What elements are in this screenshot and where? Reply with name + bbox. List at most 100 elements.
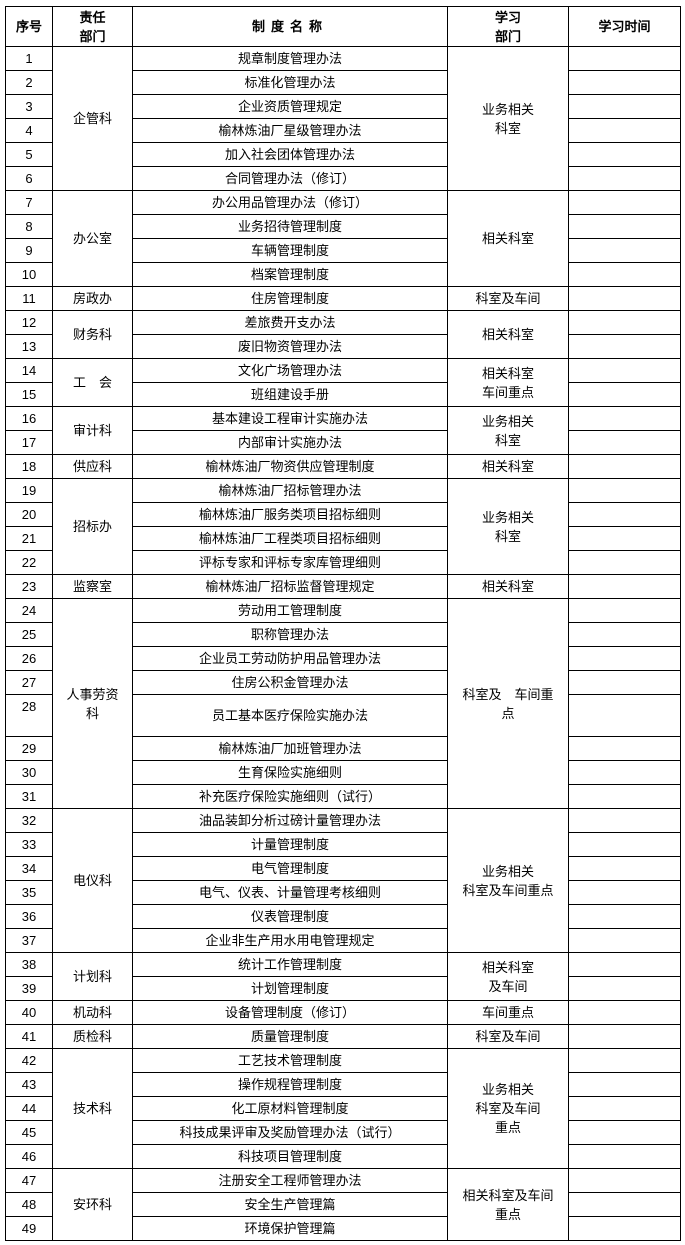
study-time-cell[interactable]: [568, 46, 681, 71]
study-time-cell[interactable]: [568, 454, 681, 479]
study-time-cell[interactable]: [568, 622, 681, 647]
table-row: 37 企业非生产用水用电管理规定: [5, 928, 681, 953]
study-time-cell[interactable]: [568, 1192, 681, 1217]
regulation-name: 差旅费开支办法: [132, 310, 448, 335]
study-time-cell[interactable]: [568, 904, 681, 929]
study-time-cell[interactable]: [568, 832, 681, 857]
study-time-cell[interactable]: [568, 1024, 681, 1049]
table-row: 39 计划管理制度: [5, 976, 681, 1001]
table-row: 43 操作规程管理制度: [5, 1072, 681, 1097]
regulation-name: 榆林炼油厂招标监督管理规定: [132, 574, 448, 599]
study-time-cell[interactable]: [568, 760, 681, 785]
study-dept: 相关科室: [447, 190, 569, 287]
table-row: 18 供应科 榆林炼油厂物资供应管理制度 相关科室: [5, 454, 681, 479]
study-time-cell[interactable]: [568, 646, 681, 671]
regulation-name: 基本建设工程审计实施办法: [132, 406, 448, 431]
regulation-name: 科技成果评审及奖励管理办法（试行）: [132, 1120, 448, 1145]
table-row: 30 生育保险实施细则: [5, 760, 681, 785]
table-row: 44 化工原材料管理制度: [5, 1096, 681, 1121]
table-row: 19 招标办 榆林炼油厂招标管理办法 业务相关 科室: [5, 478, 681, 575]
table-row: 45 科技成果评审及奖励管理办法（试行）: [5, 1120, 681, 1145]
table-row: 13 废旧物资管理办法: [5, 334, 681, 359]
study-time-cell[interactable]: [568, 1144, 681, 1169]
study-time-cell[interactable]: [568, 238, 681, 263]
table-row: 20 榆林炼油厂服务类项目招标细则: [5, 502, 681, 527]
row-number: 1: [5, 46, 53, 71]
study-time-cell[interactable]: [568, 502, 681, 527]
study-dept: 科室及 车间重 点: [447, 598, 569, 809]
responsible-dept: 机动科: [52, 1000, 133, 1025]
table-row: 48 安全生产管理篇: [5, 1192, 681, 1217]
study-time-cell[interactable]: [568, 166, 681, 191]
regulation-name: 规章制度管理办法: [132, 46, 448, 71]
study-time-cell[interactable]: [568, 736, 681, 761]
regulation-name: 油品装卸分析过磅计量管理办法: [132, 808, 448, 833]
study-time-cell[interactable]: [568, 670, 681, 695]
table-row: 14 工 会文化广场管理办法 相关科室 车间重点: [5, 358, 681, 407]
regulation-name: 班组建设手册: [132, 382, 448, 407]
regulation-name: 环境保护管理篇: [132, 1216, 448, 1241]
study-time-cell[interactable]: [568, 952, 681, 977]
study-time-cell[interactable]: [568, 928, 681, 953]
study-time-cell[interactable]: [568, 1000, 681, 1025]
study-time-cell[interactable]: [568, 118, 681, 143]
study-dept: 相关科室: [447, 310, 569, 359]
responsible-dept: 质检科: [52, 1024, 133, 1049]
study-time-cell[interactable]: [568, 310, 681, 335]
study-time-cell[interactable]: [568, 1168, 681, 1193]
row-number: 30: [5, 760, 53, 785]
table-row: 12 财务科 差旅费开支办法 相关科室: [5, 310, 681, 359]
study-time-cell[interactable]: [568, 880, 681, 905]
study-time-cell[interactable]: [568, 70, 681, 95]
study-time-cell[interactable]: [568, 190, 681, 215]
regulation-name: 设备管理制度（修订）: [132, 1000, 448, 1025]
study-time-cell[interactable]: [568, 574, 681, 599]
study-dept: 相关科室及车间 重点: [447, 1168, 569, 1241]
regulation-name: 榆林炼油厂加班管理办法: [132, 736, 448, 761]
responsible-dept: 供应科: [52, 454, 133, 479]
study-time-cell[interactable]: [568, 358, 681, 383]
study-time-cell[interactable]: [568, 478, 681, 503]
study-dept: 相关科室 及车间: [447, 952, 569, 1001]
responsible-dept: 技术科: [52, 1048, 133, 1169]
study-time-cell[interactable]: [568, 1216, 681, 1241]
study-time-cell[interactable]: [568, 142, 681, 167]
study-time-cell[interactable]: [568, 784, 681, 809]
row-number: 3: [5, 94, 53, 119]
study-dept: 业务相关 科室: [447, 46, 569, 191]
study-time-cell[interactable]: [568, 856, 681, 881]
row-number: 27: [5, 670, 53, 695]
table-row: 3 企业资质管理规定: [5, 94, 681, 119]
study-time-cell[interactable]: [568, 214, 681, 239]
table-row: 33 计量管理制度: [5, 832, 681, 857]
study-time-cell[interactable]: [568, 550, 681, 575]
study-time-cell[interactable]: [568, 406, 681, 431]
study-time-cell[interactable]: [568, 1048, 681, 1073]
study-time-cell[interactable]: [568, 430, 681, 455]
study-time-cell[interactable]: [568, 598, 681, 623]
study-time-cell[interactable]: [568, 286, 681, 311]
study-time-cell[interactable]: [568, 1072, 681, 1097]
row-number: 18: [5, 454, 53, 479]
row-number: 11: [5, 286, 53, 311]
study-time-cell[interactable]: [568, 526, 681, 551]
study-time-cell[interactable]: [568, 976, 681, 1001]
regulation-name: 文化广场管理办法: [132, 358, 448, 383]
study-time-cell[interactable]: [568, 382, 681, 407]
table-row: 34 电气管理制度: [5, 856, 681, 881]
regulation-name: 加入社会团体管理办法: [132, 142, 448, 167]
regulation-name: 办公用品管理办法（修订）: [132, 190, 448, 215]
study-time-cell[interactable]: [568, 94, 681, 119]
row-number: 40: [5, 1000, 53, 1025]
study-time-cell[interactable]: [568, 334, 681, 359]
study-dept: 业务相关 科室及车间重点: [447, 808, 569, 953]
table-row: 16 审计科 基本建设工程审计实施办法 业务相关 科室: [5, 406, 681, 455]
study-time-cell[interactable]: [568, 262, 681, 287]
study-time-cell[interactable]: [568, 1096, 681, 1121]
row-number: 7: [5, 190, 53, 215]
table-row: 41 质检科 质量管理制度 科室及车间: [5, 1024, 681, 1049]
study-time-cell[interactable]: [568, 694, 681, 737]
study-dept: 业务相关 科室: [447, 406, 569, 455]
study-time-cell[interactable]: [568, 808, 681, 833]
study-time-cell[interactable]: [568, 1120, 681, 1145]
